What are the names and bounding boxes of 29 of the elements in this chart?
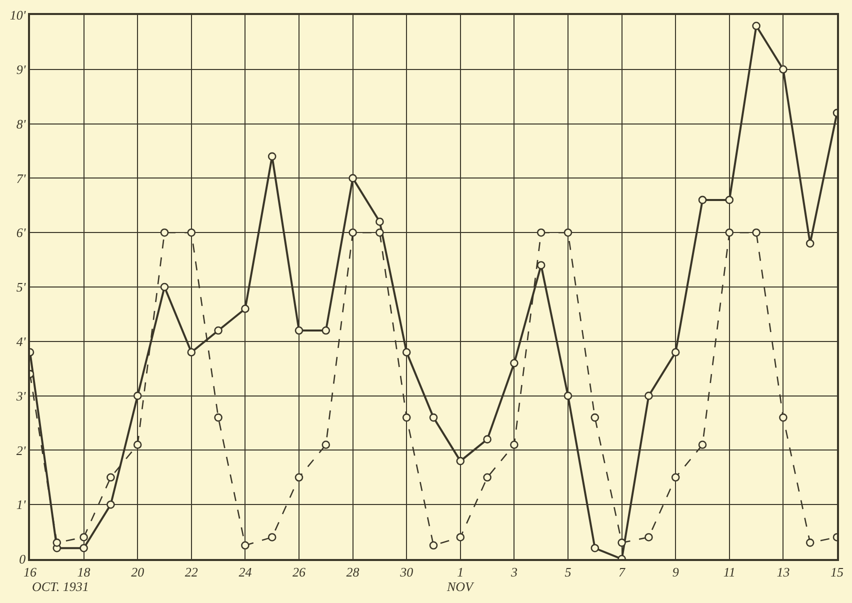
x-tick-label: 28: [346, 564, 360, 580]
y-tick-label: 6': [16, 225, 26, 240]
x-tick-label: 13: [776, 564, 790, 580]
x-tick-label: 1: [457, 564, 464, 580]
y-tick-label: 2': [16, 442, 26, 458]
y-tick-label: 10': [10, 8, 26, 23]
x-tick-label: 5: [564, 564, 572, 580]
x-tick-label: 9: [672, 564, 680, 580]
x-tick-label: 20: [131, 564, 145, 580]
x-tick-label: 7: [618, 564, 626, 580]
x-tick-label: 26: [292, 564, 306, 580]
y-tick-label: 7': [16, 170, 26, 186]
x-tick-label: 24: [238, 564, 252, 580]
x-tick-label: 22: [184, 564, 198, 580]
y-tick-label: 4': [16, 334, 26, 349]
x-tick-label: 18: [77, 564, 91, 580]
y-tick-label: 8': [16, 116, 26, 132]
x-tick-label: 15: [830, 564, 844, 580]
y-tick-label: 9': [16, 62, 26, 77]
y-tick-label: 5': [16, 280, 26, 295]
x-tick-label: 30: [399, 564, 414, 580]
y-tick-label: 1': [16, 497, 26, 512]
y-tick-label: 0: [19, 552, 26, 567]
y-tick-label: 3': [15, 388, 26, 404]
text: NOV: [446, 579, 476, 594]
x-tick-label: 11: [723, 564, 736, 580]
text: OCT. 1931: [32, 579, 89, 594]
x-tick-label: 3: [510, 564, 518, 580]
x-tick-label: 16: [24, 564, 37, 580]
